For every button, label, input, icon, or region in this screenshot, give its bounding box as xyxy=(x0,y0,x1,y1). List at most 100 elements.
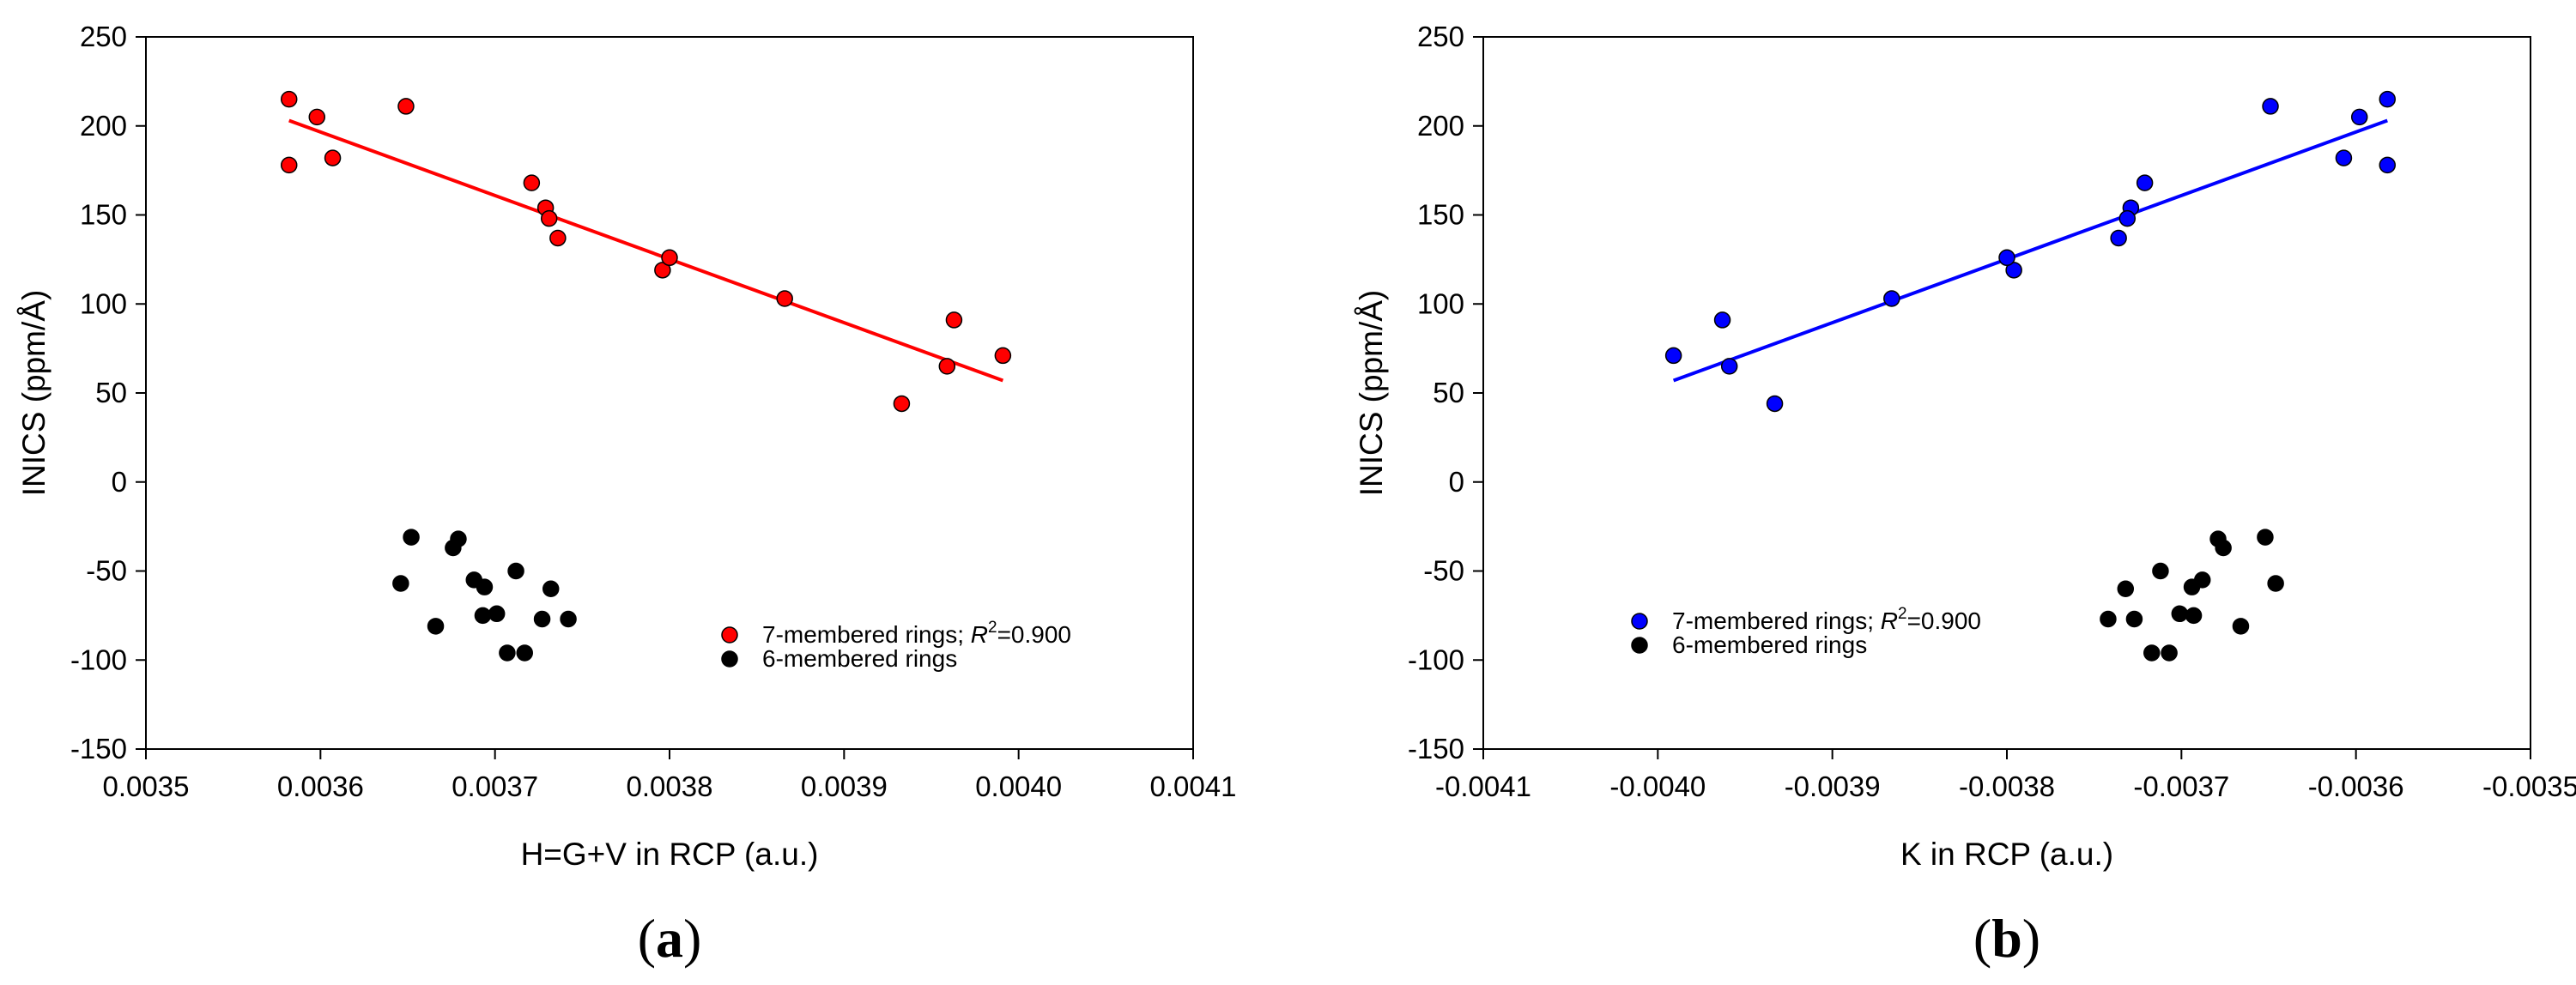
charta-y-tick-label: 50 xyxy=(95,377,127,408)
chartb-series-7-ring-point xyxy=(1883,290,1900,307)
chartb-panel-label: (b) xyxy=(1973,908,2040,969)
chartb-series-6-ring-point xyxy=(2185,607,2203,625)
chartb-y-axis-title: INICS (ppm/Å) xyxy=(1354,290,1389,497)
chartb-y-tick-label: -50 xyxy=(1423,555,1464,587)
charta-series-6-ring xyxy=(392,529,577,662)
chartb-legend-marker xyxy=(1631,613,1648,630)
charta-series-7-ring-point xyxy=(549,229,567,247)
chartb-series-7-ring xyxy=(1664,90,2397,413)
charta-x-tick-label: 0.0039 xyxy=(801,770,888,802)
charta-series-6-ring-point xyxy=(560,610,577,628)
charta-x-tick-label: 0.0035 xyxy=(103,770,190,802)
charta-series-6-ring-point xyxy=(499,644,516,662)
charta-legend-sup: 2 xyxy=(988,619,997,637)
chartb-x-tick-label: -0.0037 xyxy=(2133,770,2229,802)
chartb-y-tick-label: 250 xyxy=(1417,21,1464,52)
chartb-y-tick-label: 50 xyxy=(1433,377,1464,408)
chartb-legend-prefix: 7-membered rings; xyxy=(1672,607,1881,634)
charta-series-7-ring-point xyxy=(523,174,541,191)
charta-y-tick-label: 200 xyxy=(80,110,127,142)
chartb-x-tick-label: -0.0039 xyxy=(1785,770,1881,802)
charta-y-tick-label: 150 xyxy=(80,199,127,231)
charta-legend-label: 6-membered rings xyxy=(762,645,957,672)
charta-legend-label: 7-membered rings; R2=0.900 xyxy=(762,619,1071,648)
chartb-series-6-ring-point xyxy=(2215,539,2232,557)
charta-series-7-ring-point xyxy=(654,262,671,279)
charta-series-7-ring-point xyxy=(776,290,793,307)
charta-legend-marker xyxy=(721,650,738,668)
charta-series-6-ring-point xyxy=(516,644,533,662)
chartb-y-tick-label: 200 xyxy=(1417,110,1464,142)
chartb-series-6-ring xyxy=(2100,529,2284,662)
charta-y-tick-label: -150 xyxy=(70,733,127,764)
charta-y-tick-label: -50 xyxy=(86,555,127,587)
charta-y-tick-label: 250 xyxy=(80,21,127,52)
charta-x-tick-label: 0.0041 xyxy=(1150,770,1237,802)
chartb-series-7-ring-point xyxy=(2262,98,2279,115)
charta-series-7-ring-point xyxy=(540,209,558,227)
charta-y-axis-title: INICS (ppm/Å) xyxy=(16,290,52,497)
charta-series-6-ring-point xyxy=(445,539,462,557)
chartb-series-7-ring-point xyxy=(1720,358,1738,375)
charta-series-6-ring-point xyxy=(474,607,492,625)
charta-series-7-ring-point xyxy=(397,98,415,115)
charta-y-tick-label: 0 xyxy=(112,466,127,498)
chartb-legend-sup: 2 xyxy=(1898,605,1907,623)
charta-panel-label: (a) xyxy=(638,908,702,969)
charta-panel-label-letter: a xyxy=(656,908,683,969)
chartb-series-6-ring-point xyxy=(2125,610,2143,628)
chartb-panel-label-close: ) xyxy=(2022,908,2040,969)
chartb-series-7-ring-point xyxy=(2350,108,2368,126)
charta-series-7-ring-point xyxy=(661,249,678,267)
chartb-series-7-ring-point xyxy=(1766,395,1784,413)
charta-y-tick-label: -100 xyxy=(70,644,127,675)
chartb-legend-label: 6-membered rings xyxy=(1672,631,1867,658)
chartb-series-7-ring-point xyxy=(2136,174,2154,191)
chartb-series-6-ring-point xyxy=(2267,575,2284,592)
chartb-series-6-ring-point xyxy=(2232,618,2250,635)
charta-x-tick-label: 0.0036 xyxy=(277,770,364,802)
charta-x-axis-title: H=G+V in RCP (a.u.) xyxy=(521,837,819,872)
chartb-series-6-ring-point xyxy=(2117,580,2135,597)
chartb-panel-label-open: ( xyxy=(1973,908,1991,969)
chartb-y-tick-label: 150 xyxy=(1417,199,1464,231)
charta-series-6-ring-point xyxy=(542,580,560,597)
charta-x-tick-label: 0.0038 xyxy=(627,770,713,802)
charta-series-6-ring-point xyxy=(476,578,494,595)
chartb-series-6-ring-point xyxy=(2257,529,2274,546)
chartb-x-tick-label: -0.0038 xyxy=(1959,770,2055,802)
chartb-series-7-ring-point xyxy=(2335,149,2353,166)
charta-series-7-ring xyxy=(280,90,1012,413)
chartb-panel-label-letter: b xyxy=(1991,908,2022,969)
charta-series-7-ring-point xyxy=(324,149,342,166)
chartb-series-7-ring-point xyxy=(2005,262,2022,279)
charta-series-6-ring-point xyxy=(533,610,551,628)
charta-series-6-ring-point xyxy=(403,529,420,546)
chartb-panel: -0.0041 -0.0040 -0.0039 -0.0038 -0.0037 -0.00… xyxy=(1354,21,2576,969)
charta-series-7-ring-point xyxy=(308,108,326,126)
charta-legend-r: R xyxy=(971,621,988,648)
chartb-series-7-ring-point xyxy=(2110,229,2127,247)
charta-series-7-ring-point xyxy=(280,156,298,174)
chartb-legend-r: R xyxy=(1881,607,1898,634)
charta-series-7-ring-point xyxy=(893,395,911,413)
chartb-series-6-ring-point xyxy=(2171,605,2189,623)
chartb-x-tick-label: -0.0036 xyxy=(2308,770,2404,802)
chartb-legend-label: 7-membered rings; R2=0.900 xyxy=(1672,605,1981,634)
charta-series-7-ring-point xyxy=(994,347,1012,365)
chartb-x-axis-title: K in RCP (a.u.) xyxy=(1900,837,2113,872)
chartb-x-tick-label: -0.0040 xyxy=(1609,770,1706,802)
charta-regression-line xyxy=(288,118,1004,383)
chartb-y-tick-label: -100 xyxy=(1408,644,1464,675)
chartb-series-7-ring-point xyxy=(1713,311,1731,329)
charta-series-7-ring-point xyxy=(938,358,956,375)
charta-x-tick-label: 0.0037 xyxy=(452,770,538,802)
chartb-x-tick-label: -0.0035 xyxy=(2482,770,2576,802)
chartb-series-7-ring-point xyxy=(1664,347,1682,365)
charta-series-6-ring-point xyxy=(427,618,445,635)
chartb-x-tick-label: -0.0041 xyxy=(1435,770,1531,802)
chartb-regression-line xyxy=(1672,118,2388,383)
chartb-legend-suffix: =0.900 xyxy=(1907,607,1981,634)
charta-series-6-ring-point xyxy=(392,575,409,592)
